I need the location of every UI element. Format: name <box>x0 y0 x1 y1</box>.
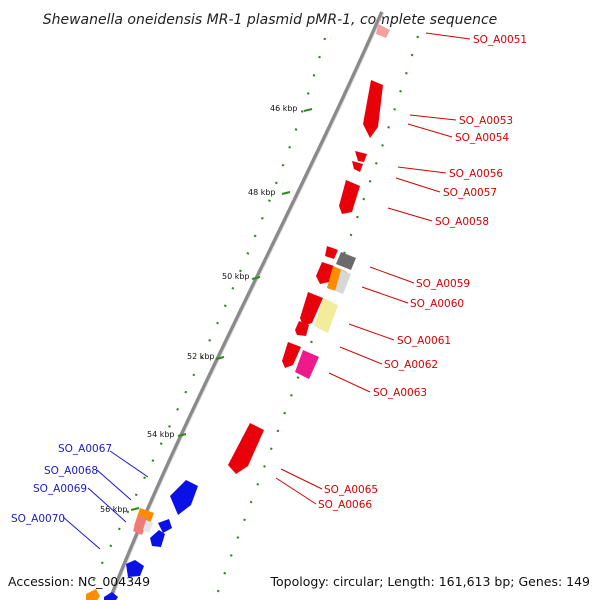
gene-arrow-so-a0059[interactable] <box>316 262 334 284</box>
misc-features <box>295 252 356 379</box>
gene-arrow-so-a0057[interactable] <box>352 161 363 172</box>
gene-orange-bottom[interactable] <box>86 589 100 600</box>
outer-dotted-track <box>213 35 420 600</box>
leader-line <box>409 114 457 121</box>
reverse-genes <box>86 480 198 600</box>
gene-label[interactable]: SO_A0056 <box>449 168 503 180</box>
gene-light-gray-feature[interactable] <box>335 270 351 294</box>
gene-arrow-so-a0065[interactable] <box>228 423 264 474</box>
tick-label: 48 kbp <box>248 188 276 197</box>
gene-arrow-so-a0069[interactable] <box>150 530 165 547</box>
gene-label[interactable]: SO_A0051 <box>473 34 527 46</box>
leader-line <box>109 450 149 478</box>
gene-arrow-bottom[interactable] <box>104 592 118 600</box>
tick-mark <box>215 356 225 360</box>
gene-label[interactable]: SO_A0053 <box>459 115 513 127</box>
gene-label[interactable]: SO_A0061 <box>397 335 451 347</box>
gene-arrow-so-a0060[interactable] <box>300 292 323 326</box>
tick-mark <box>281 191 291 195</box>
leader-line <box>348 323 395 341</box>
tick-label: 46 kbp <box>270 104 298 113</box>
tick-label: 56 kbp <box>100 505 128 514</box>
topology-text: Topology: circular; Length: 161,613 bp; … <box>270 574 591 589</box>
gene-yellow-feature[interactable] <box>314 298 338 333</box>
gene-pink-lower[interactable] <box>133 515 148 535</box>
leader-line <box>425 32 471 40</box>
tick-mark <box>251 276 261 280</box>
leader-line <box>96 469 132 501</box>
gene-arrow-so-a0067[interactable] <box>170 480 198 515</box>
gene-label[interactable]: SO_A0063 <box>373 387 427 399</box>
gene-label[interactable]: SO_A0068 <box>44 465 98 477</box>
gene-arrow-so-a0053[interactable] <box>363 80 383 138</box>
gene-label[interactable]: SO_A0066 <box>318 499 372 511</box>
leader-line <box>87 487 127 523</box>
gene-label[interactable]: SO_A0054 <box>455 132 509 144</box>
leader-line <box>280 468 323 490</box>
leader-line <box>369 266 415 284</box>
gene-arrow-so-a0061[interactable] <box>295 321 309 336</box>
gene-label[interactable]: SO_A0057 <box>443 187 497 199</box>
leader-line <box>328 372 371 393</box>
gene-label[interactable]: SO_A0059 <box>416 278 470 290</box>
gene-arrow-so-a0058[interactable] <box>339 180 360 214</box>
reverse-labels: SO_A0067 SO_A0068 SO_A0069 SO_A0070 <box>11 443 112 525</box>
gene-label[interactable]: SO_A0067 <box>58 443 112 455</box>
leader-line <box>407 123 453 138</box>
map-title: Shewanella oneidensis MR-1 plasmid pMR-1… <box>43 12 498 28</box>
tick-mark <box>177 433 187 437</box>
gene-label[interactable]: SO_A0062 <box>384 359 438 371</box>
reverse-leaders <box>62 450 149 550</box>
gene-gray-feature[interactable] <box>336 252 356 270</box>
leader-line <box>62 516 101 550</box>
gene-arrow-so-a0056[interactable] <box>355 151 367 162</box>
gene-arrow-so-a0068[interactable] <box>158 519 172 533</box>
accession-text: Accession: NC_004349 <box>8 574 150 589</box>
tick-label: 52 kbp <box>187 352 215 361</box>
leader-line <box>387 207 433 222</box>
leader-line <box>339 346 383 365</box>
gene-arrow-so-a0070[interactable] <box>126 560 144 577</box>
gene-label[interactable]: SO_A0069 <box>33 483 87 495</box>
gene-label[interactable]: SO_A0058 <box>435 216 489 228</box>
kbp-tick-labels: 46 kbp 48 kbp 50 kbp 52 kbp 54 kbp 56 kb… <box>100 104 298 514</box>
tick-label: 50 kbp <box>222 272 250 281</box>
backbone-ring <box>108 11 384 600</box>
forward-leaders <box>275 32 471 505</box>
leader-line <box>275 477 317 505</box>
gene-arrow-so-a0051[interactable] <box>376 24 390 38</box>
gene-label[interactable]: SO_A0070 <box>11 513 65 525</box>
gene-arrow-so-a0062[interactable] <box>282 342 301 368</box>
gene-arrow-upper[interactable] <box>325 246 338 259</box>
gene-label[interactable]: SO_A0065 <box>324 484 378 496</box>
leader-line <box>395 177 441 193</box>
tick-mark <box>130 507 140 511</box>
leader-line <box>397 166 447 174</box>
kbp-ticks <box>130 108 313 511</box>
gene-magenta-feature[interactable] <box>295 350 319 379</box>
gene-label[interactable]: SO_A0060 <box>410 298 464 310</box>
tick-mark <box>303 108 313 112</box>
forward-labels: SO_A0051 SO_A0053 SO_A0054 SO_A0056 SO_A… <box>318 34 527 511</box>
forward-genes <box>228 24 390 474</box>
gene-light-lower[interactable] <box>143 520 153 533</box>
leader-line <box>361 286 409 304</box>
tick-label: 54 kbp <box>147 430 175 439</box>
